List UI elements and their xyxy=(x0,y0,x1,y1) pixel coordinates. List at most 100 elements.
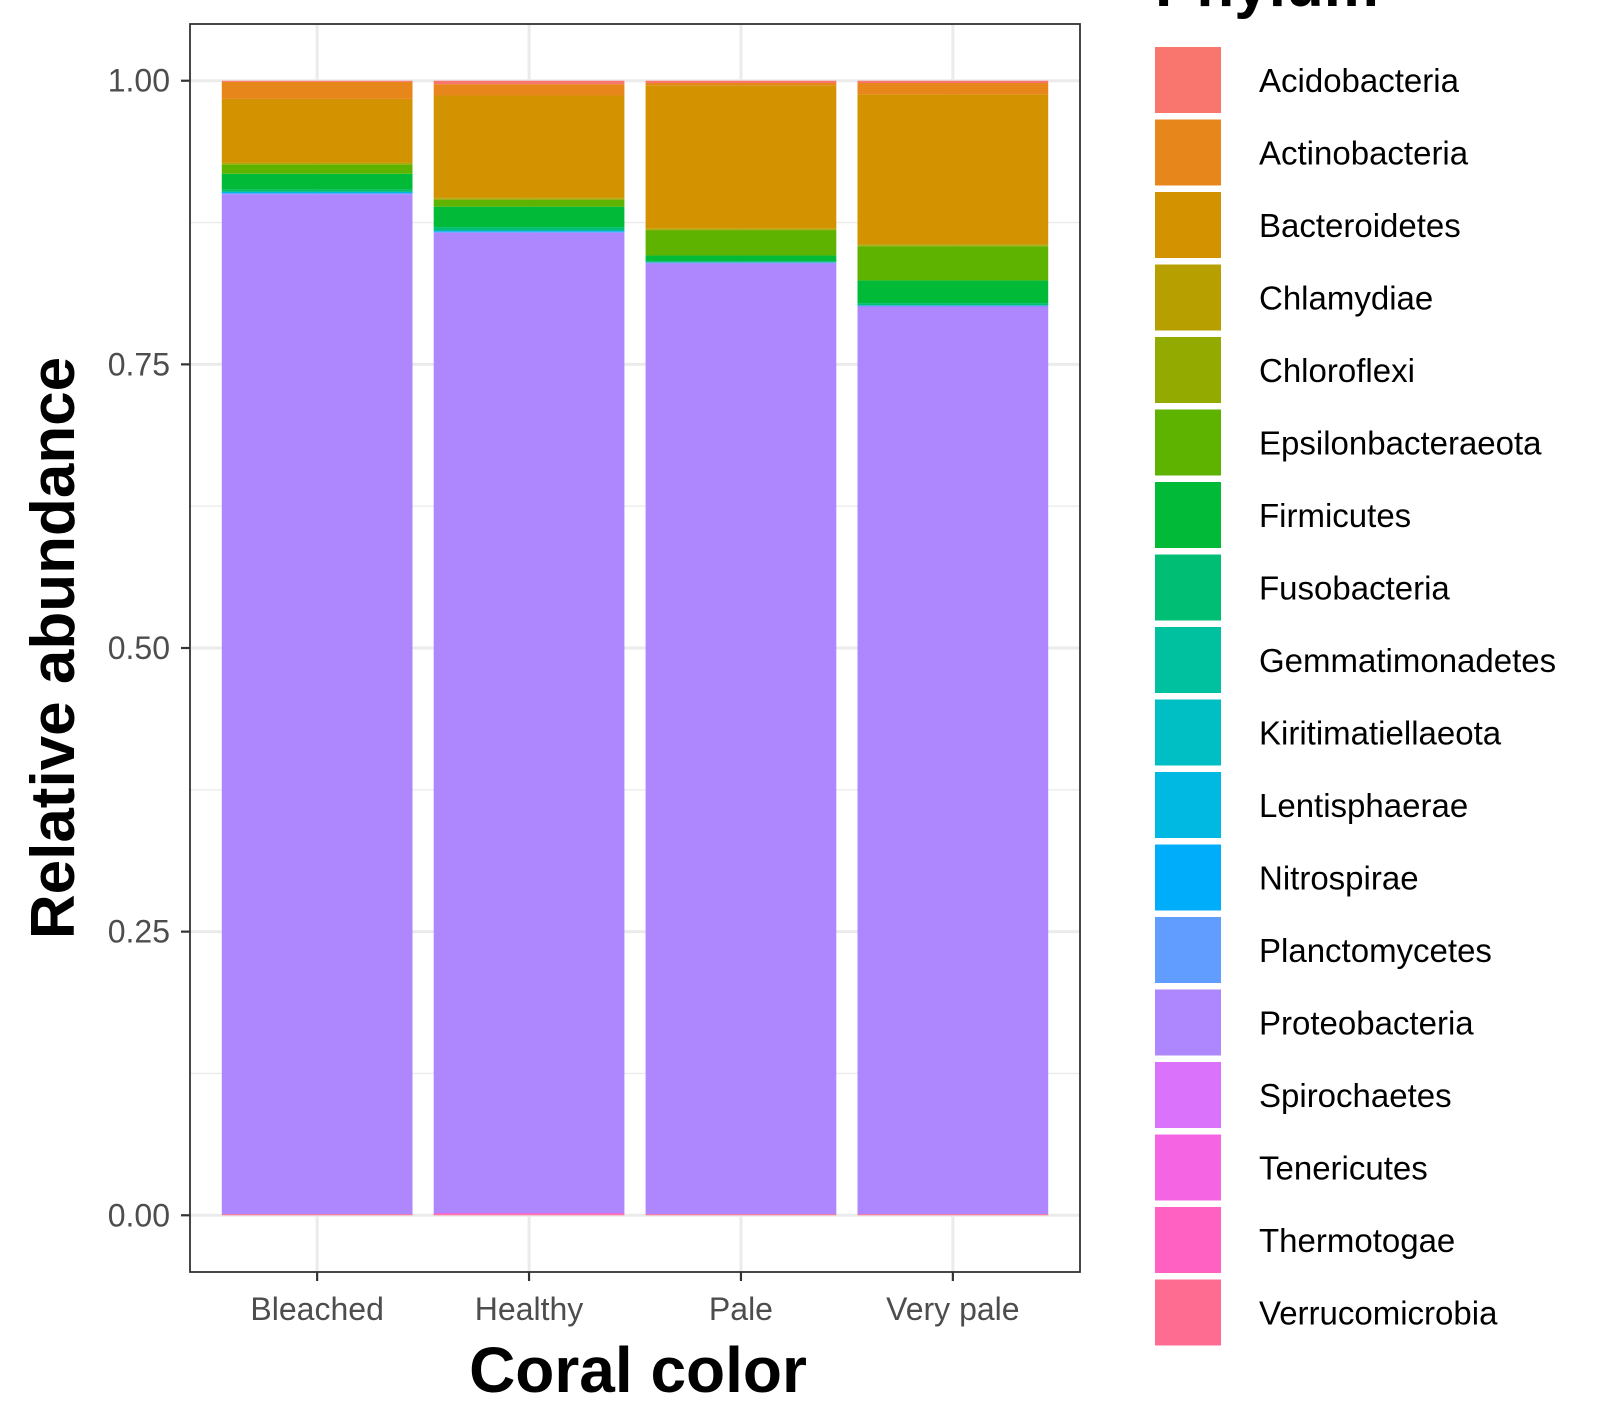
x-tick-label: Pale xyxy=(709,1291,773,1327)
legend-label: Firmicutes xyxy=(1259,497,1411,534)
bar-segment-chlamydiae xyxy=(645,228,837,230)
legend-key-nitrospirae xyxy=(1155,844,1221,911)
bar-stack-very-pale xyxy=(857,80,1049,1216)
bar-segment-verrucomicrobia xyxy=(645,1214,837,1216)
bar-segment-bacteroidetes xyxy=(433,95,625,198)
legend-label: Thermotogae xyxy=(1259,1222,1455,1259)
bar-segment-acidobacteria xyxy=(645,80,837,83)
legend-key-chlamydiae xyxy=(1155,264,1221,331)
legend-label: Nitrospirae xyxy=(1259,860,1419,897)
x-tick-label: Healthy xyxy=(475,1291,584,1327)
legend-key-kiritimatiellaeota xyxy=(1155,699,1221,766)
bar-segment-acidobacteria xyxy=(433,80,625,85)
x-tick-label: Bleached xyxy=(250,1291,383,1327)
bar-stack-pale xyxy=(645,80,837,1216)
legend-key-fusobacteria xyxy=(1155,554,1221,621)
bar-stack-bleached xyxy=(221,80,413,1216)
legend-key-spirochaetes xyxy=(1155,1062,1221,1128)
legend-label: Chloroflexi xyxy=(1259,352,1415,389)
legend-label: Fusobacteria xyxy=(1259,570,1450,607)
bar-segment-planctomycetes xyxy=(645,262,837,264)
legend-key-gemmatimonadetes xyxy=(1155,627,1221,693)
bar-segment-chloroflexi xyxy=(857,245,1049,247)
bar-segment-firmicutes xyxy=(221,173,413,190)
bar-segment-chlamydiae xyxy=(221,162,413,164)
bar-segment-epsilonbacteraeota xyxy=(645,230,837,256)
legend-key-firmicutes xyxy=(1155,482,1221,548)
bar-segment-fusobacteria xyxy=(433,227,625,231)
bar-segment-epsilonbacteraeota xyxy=(221,164,413,174)
bar-segment-proteobacteria xyxy=(645,263,837,1215)
legend-key-thermotogae xyxy=(1155,1207,1221,1273)
bar-segment-acidobacteria xyxy=(857,80,1049,83)
legend-label: Actinobacteria xyxy=(1259,135,1469,172)
legend-key-lentisphaerae xyxy=(1155,772,1221,838)
legend-label: Epsilonbacteraeota xyxy=(1259,425,1542,462)
x-tick-label: Very pale xyxy=(886,1291,1019,1327)
legend-label: Acidobacteria xyxy=(1259,62,1460,99)
bar-segment-fusobacteria xyxy=(857,303,1049,306)
bar-segment-bacteroidetes xyxy=(645,85,837,229)
bar-segment-chlamydiae xyxy=(433,197,625,199)
bar-segment-proteobacteria xyxy=(433,232,625,1214)
bar-segment-planctomycetes xyxy=(433,231,625,233)
y-tick-label: 1.00 xyxy=(108,63,170,99)
bar-segment-firmicutes xyxy=(857,280,1049,304)
bar-segment-fusobacteria xyxy=(221,189,413,192)
legend-label: Lentisphaerae xyxy=(1259,787,1468,824)
bar-segment-proteobacteria xyxy=(221,194,413,1215)
legend-label: Chlamydiae xyxy=(1259,280,1433,317)
bar-segment-firmicutes xyxy=(645,255,837,262)
bars xyxy=(221,80,1049,1216)
legend-title: Phylum xyxy=(1155,0,1379,20)
y-tick-label: 0.00 xyxy=(108,1197,170,1233)
bar-segment-actinobacteria xyxy=(857,82,1049,95)
bar-segment-proteobacteria xyxy=(857,306,1049,1215)
bar-segment-epsilonbacteraeota xyxy=(857,246,1049,281)
legend-key-actinobacteria xyxy=(1155,119,1221,186)
legend-label: Verrucomicrobia xyxy=(1259,1295,1498,1332)
y-tick-label: 0.50 xyxy=(108,630,170,666)
x-axis-title: Coral color xyxy=(469,1334,807,1406)
bar-segment-acidobacteria xyxy=(221,80,413,82)
bar-segment-chloroflexi xyxy=(221,163,413,165)
legend-key-planctomycetes xyxy=(1155,917,1221,983)
legend-label: Proteobacteria xyxy=(1259,1005,1474,1042)
y-tick-label: 0.25 xyxy=(108,914,170,950)
legend-key-proteobacteria xyxy=(1155,989,1221,1056)
bar-segment-actinobacteria xyxy=(221,81,413,99)
bar-segment-bacteroidetes xyxy=(221,98,413,163)
bar-segment-chloroflexi xyxy=(645,229,837,231)
bar-segment-planctomycetes xyxy=(857,305,1049,307)
bar-segment-lentisphaerae xyxy=(221,191,413,194)
legend-key-verrucomicrobia xyxy=(1155,1279,1221,1346)
legend-label: Planctomycetes xyxy=(1259,932,1492,969)
legend-key-chloroflexi xyxy=(1155,337,1221,403)
y-axis-title: Relative abundance xyxy=(19,357,88,939)
legend-key-tenericutes xyxy=(1155,1134,1221,1201)
legend-label: Spirochaetes xyxy=(1259,1077,1452,1114)
bar-segment-verrucomicrobia xyxy=(857,1214,1049,1216)
legend: Phylum Acidobacteria Actinobacteria Bacter… xyxy=(1155,0,1556,1346)
legend-label: Gemmatimonadetes xyxy=(1259,642,1556,679)
bar-segment-actinobacteria xyxy=(645,82,837,86)
bar-segment-planctomycetes xyxy=(221,193,413,195)
bar-segment-chloroflexi xyxy=(433,198,625,200)
bar-segment-firmicutes xyxy=(433,206,625,228)
bar-segment-chlamydiae xyxy=(857,244,1049,246)
legend-label: Bacteroidetes xyxy=(1259,207,1461,244)
legend-label: Tenericutes xyxy=(1259,1150,1428,1187)
legend-label: Kiritimatiellaeota xyxy=(1259,715,1502,752)
bar-segment-bacteroidetes xyxy=(857,94,1049,245)
y-tick-label: 0.75 xyxy=(108,346,170,382)
bar-segment-actinobacteria xyxy=(433,84,625,96)
bar-segment-verrucomicrobia xyxy=(433,1214,625,1216)
axes: 0.00 0.25 0.50 0.75 1.00 Bleached Healthy Pale V… xyxy=(108,63,1020,1327)
bar-segment-epsilonbacteraeota xyxy=(433,199,625,207)
legend-key-bacteroidetes xyxy=(1155,192,1221,258)
bar-segment-lentisphaerae xyxy=(433,230,625,232)
bar-segment-fusobacteria xyxy=(645,261,837,263)
legend-key-epsilonbacteraeota xyxy=(1155,409,1221,476)
bar-stack-healthy xyxy=(433,80,625,1216)
